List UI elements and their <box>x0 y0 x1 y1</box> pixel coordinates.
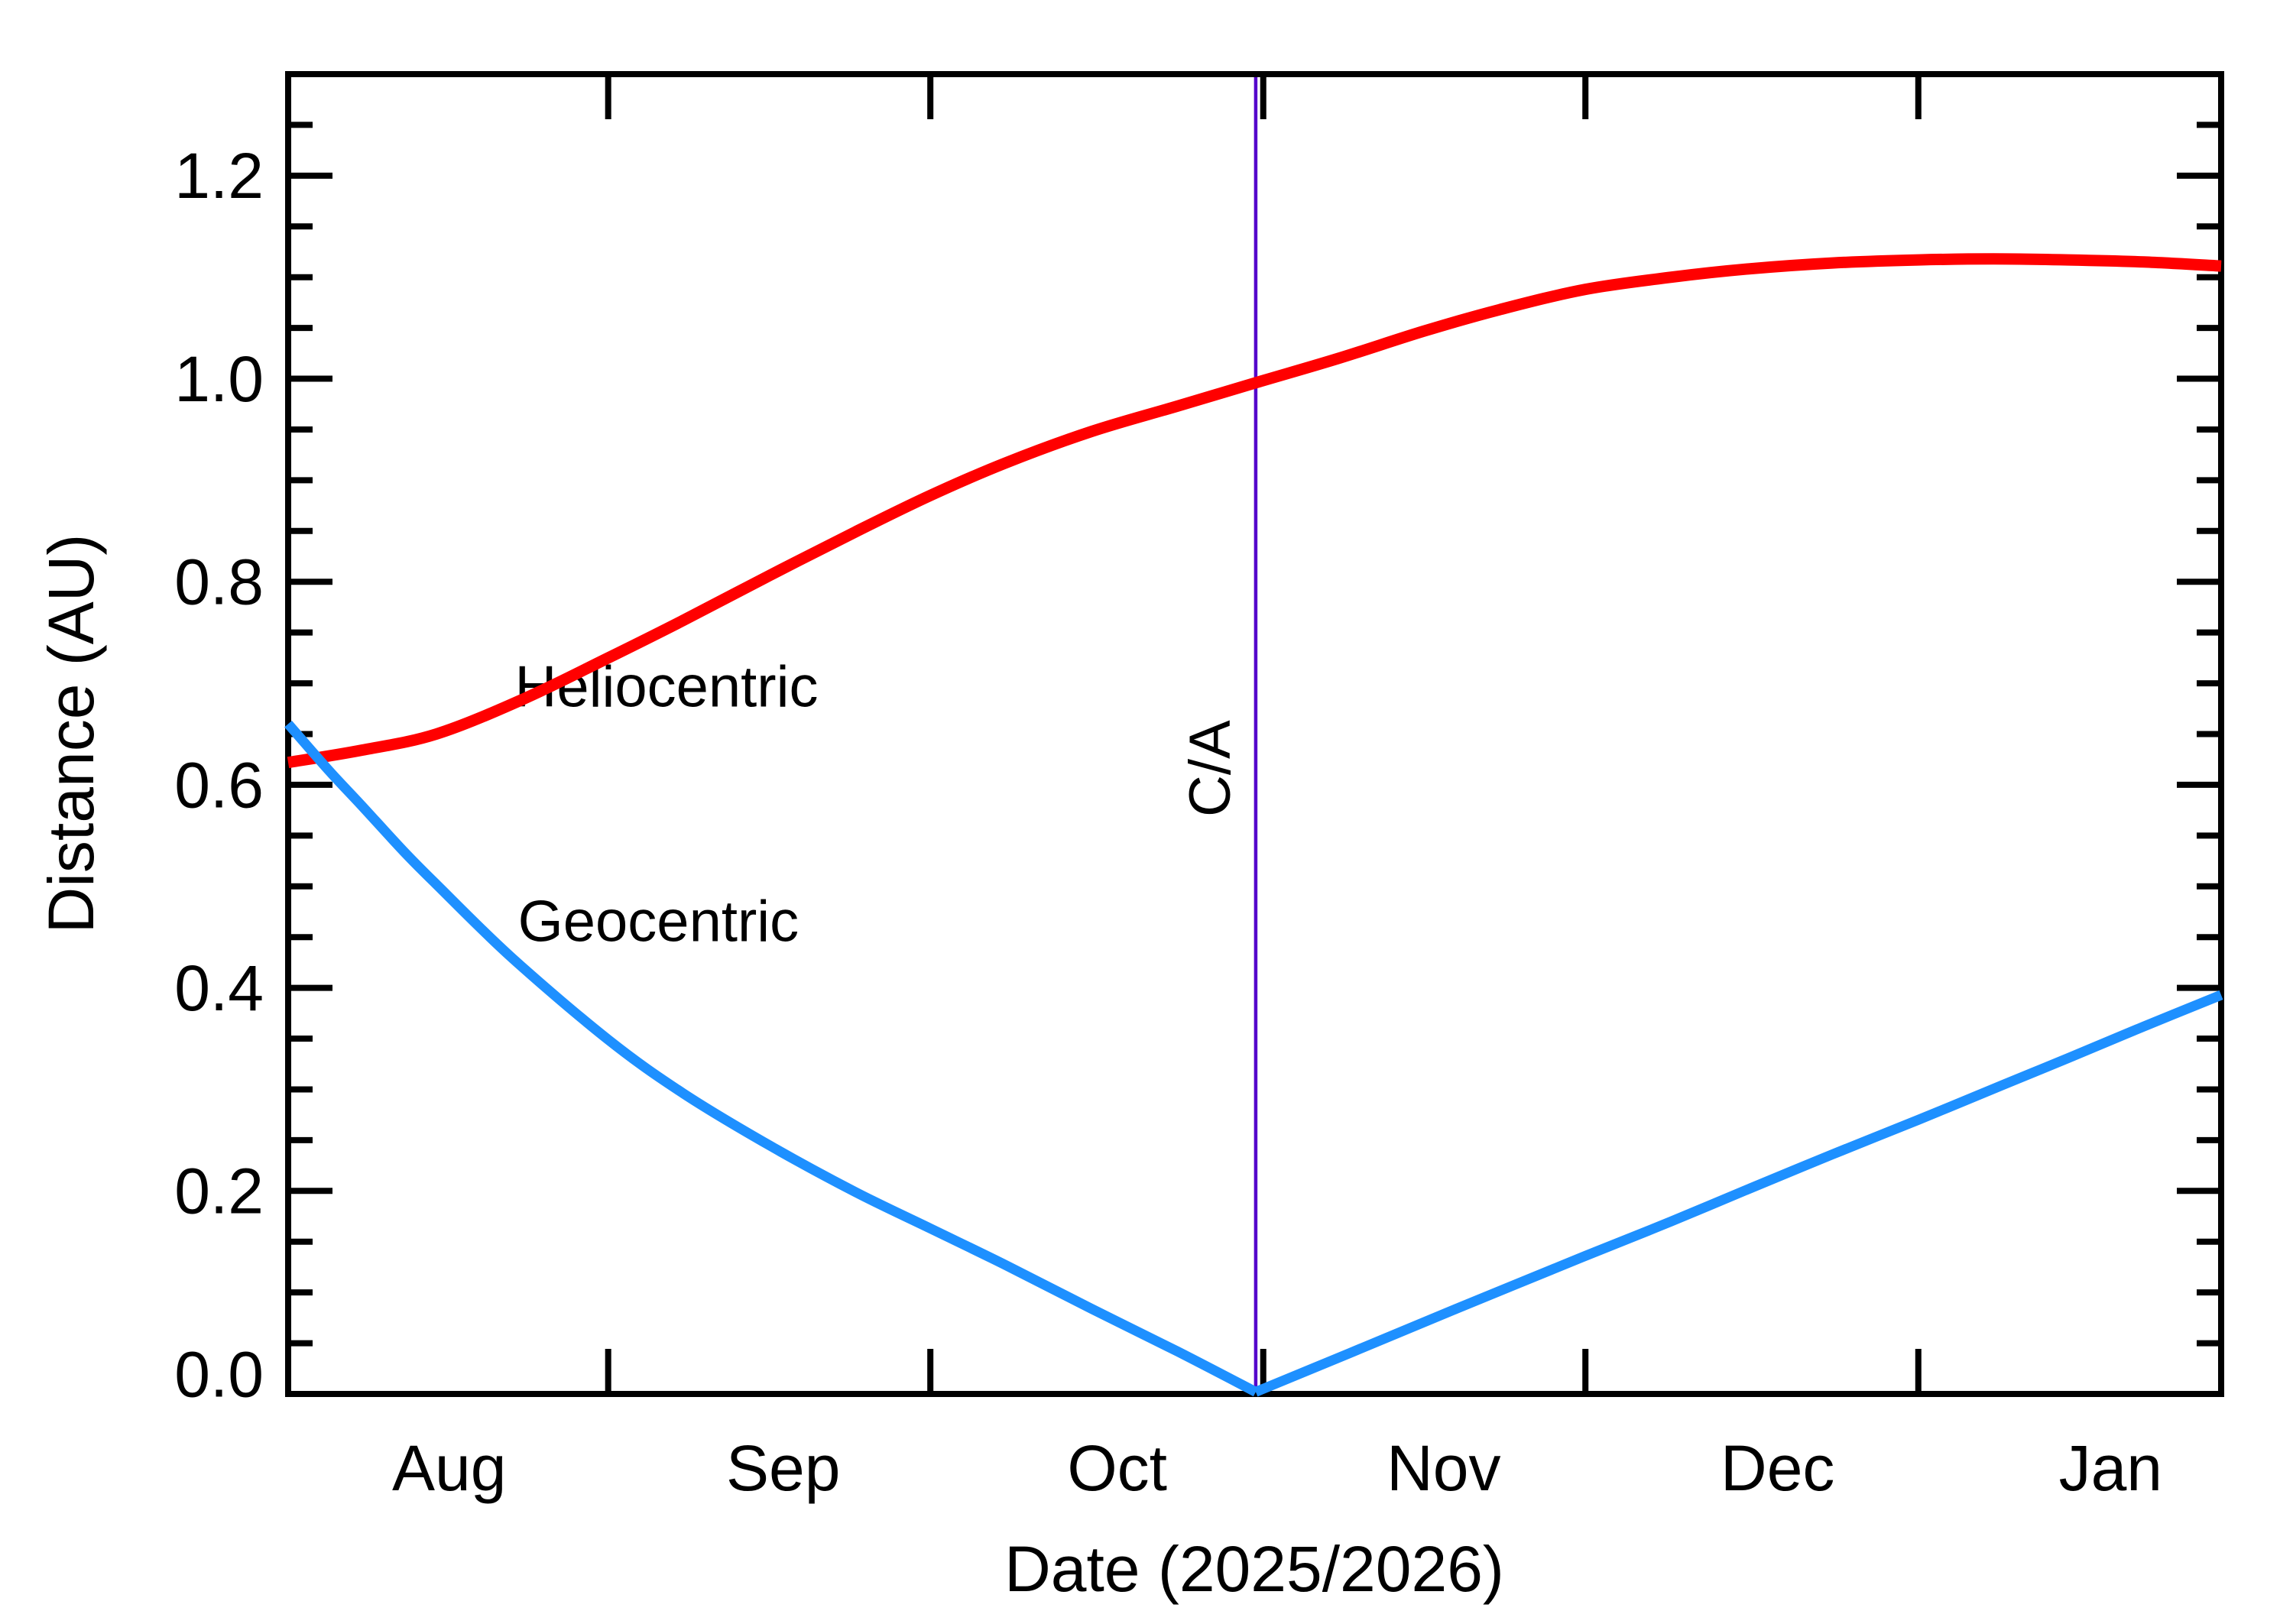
y-tick-label: 0.4 <box>174 952 264 1024</box>
x-tick-label-nov: Nov <box>1387 1432 1500 1504</box>
y-tick-label: 1.0 <box>174 343 264 415</box>
x-tick-label-dec: Dec <box>1721 1432 1834 1504</box>
y-tick-label: 1.2 <box>174 140 264 212</box>
curve-geocentric <box>284 720 1258 1397</box>
x-tick-label-oct: Oct <box>1067 1432 1167 1504</box>
y-tick-label: 0.8 <box>174 546 264 618</box>
y-tick-label: 0.2 <box>174 1156 264 1227</box>
series-label-heliocentric: Heliocentric <box>514 655 818 720</box>
close-approach-label: C/A <box>1178 720 1243 817</box>
y-tick-label: 0.0 <box>174 1338 264 1410</box>
curve-heliocentric <box>287 253 2222 769</box>
x-tick-label-sep: Sep <box>726 1432 840 1504</box>
y-axis-title: Distance (AU) <box>35 534 107 934</box>
y-tick-label: 0.6 <box>174 749 264 821</box>
x-tick-label-aug: Aug <box>392 1432 506 1504</box>
x-tick-label-jan: Jan <box>2059 1432 2162 1504</box>
curve-geocentric <box>1254 990 2223 1397</box>
series-label-geocentric: Geocentric <box>518 890 799 955</box>
x-axis-title: Date (2025/2026) <box>1004 1533 1504 1605</box>
